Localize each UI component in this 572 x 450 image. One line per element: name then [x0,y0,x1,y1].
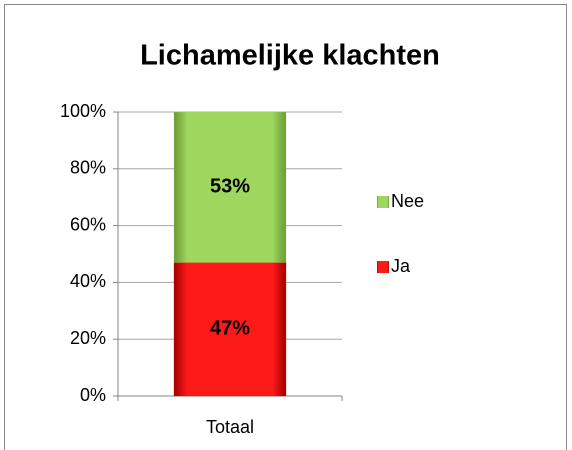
legend-label: Nee [391,191,424,211]
bar-segment [173,111,287,264]
y-tick-label: 60% [70,214,106,234]
legend-label: Ja [391,256,411,276]
y-tick-label: 100% [60,101,106,121]
x-tick-label: Totaal [206,417,254,437]
y-tick-label: 80% [70,158,106,178]
legend-swatch [377,196,389,208]
bar-segment [173,262,287,397]
data-label: 53% [210,176,250,198]
y-tick-label: 0% [80,385,106,405]
legend-swatch [377,261,389,273]
y-tick-label: 20% [70,328,106,348]
y-tick-label: 40% [70,271,106,291]
data-label: 47% [210,318,250,340]
chart-title: Lichamelijke klachten [140,40,440,72]
